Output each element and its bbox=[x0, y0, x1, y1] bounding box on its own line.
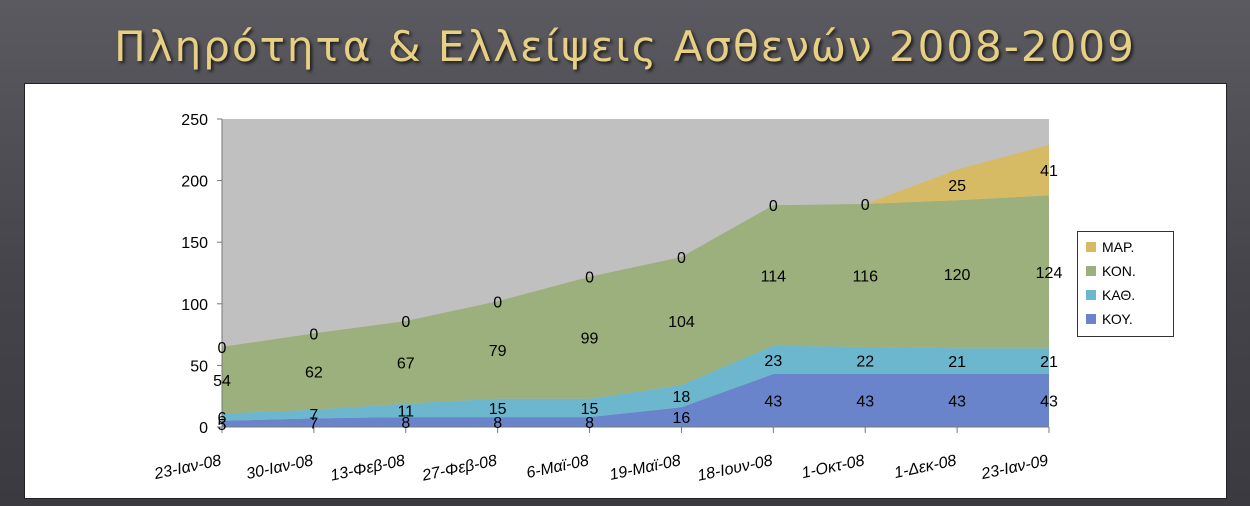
chart-legend: ΜΑΡ. ΚΟΝ. ΚΑΘ. ΚΟΥ. bbox=[1077, 231, 1174, 337]
y-tick-label: 100 bbox=[181, 297, 208, 314]
data-label: 62 bbox=[305, 365, 323, 382]
data-label: 11 bbox=[397, 403, 414, 420]
data-label: 41 bbox=[1040, 163, 1058, 180]
data-label: 8 bbox=[401, 415, 410, 432]
data-label: 5 bbox=[218, 417, 227, 434]
data-label: 99 bbox=[581, 331, 599, 348]
data-label: 104 bbox=[668, 314, 695, 331]
data-label: 7 bbox=[309, 416, 318, 433]
legend-item-kath: ΚΑΘ. bbox=[1086, 286, 1135, 304]
legend-swatch-kath bbox=[1086, 290, 1096, 300]
y-tick-label: 0 bbox=[199, 420, 208, 437]
legend-item-mar: ΜΑΡ. bbox=[1086, 238, 1134, 256]
data-label: 25 bbox=[948, 178, 966, 195]
legend-item-kon: ΚΟΝ. bbox=[1086, 262, 1136, 280]
x-tick-label: 6-Μαϊ-08 bbox=[525, 452, 591, 482]
legend-label-mar: ΜΑΡ. bbox=[1102, 239, 1135, 255]
chart-container: 0 50 100 150 200 250 23-Ιαν-08 30-Ιαν-08 13-Φεβ-… bbox=[24, 83, 1227, 499]
data-label: 43 bbox=[856, 394, 874, 411]
y-tick-label: 150 bbox=[181, 235, 208, 252]
x-tick-label: 18-Ιουν-08 bbox=[696, 452, 774, 485]
data-label: 21 bbox=[948, 354, 966, 371]
data-label: 15 bbox=[581, 401, 599, 418]
x-tick-label: 1-Δεκ-08 bbox=[893, 452, 958, 482]
data-label: 54 bbox=[213, 373, 231, 390]
data-label: 0 bbox=[401, 314, 410, 331]
y-tick-label: 250 bbox=[181, 112, 208, 129]
data-label: 43 bbox=[764, 394, 782, 411]
legend-label-kon: ΚΟΝ. bbox=[1102, 263, 1136, 279]
slide-title: Πληρότητα & Ελλείψεις Ασθενών 2008-2009 bbox=[114, 22, 1136, 71]
data-label: 8 bbox=[585, 415, 594, 432]
data-label: 0 bbox=[769, 198, 778, 215]
x-tick-label: 23-Ιαν-08 bbox=[152, 452, 223, 483]
data-label: 0 bbox=[493, 294, 502, 311]
data-label: 6 bbox=[218, 410, 227, 427]
data-label: 0 bbox=[218, 340, 227, 357]
data-label: 22 bbox=[856, 353, 874, 370]
area-series-0 bbox=[222, 374, 1049, 427]
data-label: 21 bbox=[1040, 354, 1058, 371]
data-label: 0 bbox=[677, 250, 686, 267]
data-label: 0 bbox=[861, 197, 870, 214]
data-label: 0 bbox=[309, 326, 318, 343]
data-label: 43 bbox=[1040, 394, 1058, 411]
data-label: 15 bbox=[489, 401, 507, 418]
legend-label-kou: ΚΟΥ. bbox=[1102, 311, 1133, 327]
data-label: 43 bbox=[948, 394, 966, 411]
data-label: 114 bbox=[761, 268, 787, 285]
x-tick-label: 13-Φεβ-08 bbox=[329, 452, 407, 484]
data-label: 120 bbox=[944, 267, 971, 284]
y-tick-label: 200 bbox=[181, 174, 208, 191]
area-series-1 bbox=[222, 345, 1049, 421]
y-tick-label: 50 bbox=[190, 358, 208, 375]
x-tick-label: 30-Ιαν-08 bbox=[245, 452, 315, 483]
data-label: 8 bbox=[493, 415, 502, 432]
legend-label-kath: ΚΑΘ. bbox=[1102, 287, 1136, 303]
x-tick-label: 1-Οκτ-08 bbox=[800, 452, 866, 482]
x-tick-label: 23-Ιαν-09 bbox=[979, 452, 1050, 483]
data-label: 23 bbox=[764, 353, 782, 370]
legend-swatch-kon bbox=[1086, 266, 1096, 276]
data-label: 79 bbox=[489, 343, 507, 360]
legend-swatch-kou bbox=[1086, 314, 1096, 324]
x-tick-label: 27-Φεβ-08 bbox=[420, 452, 499, 485]
data-label: 67 bbox=[397, 355, 415, 372]
data-label: 124 bbox=[1036, 265, 1063, 282]
data-label: 116 bbox=[852, 268, 878, 285]
x-tick-label: 19-Μαϊ-08 bbox=[608, 452, 682, 484]
data-label: 7 bbox=[309, 407, 318, 424]
area-series-2 bbox=[222, 195, 1049, 414]
data-label: 0 bbox=[585, 270, 594, 287]
legend-item-kou: ΚΟΥ. bbox=[1086, 310, 1133, 328]
legend-swatch-mar bbox=[1086, 242, 1096, 252]
data-label: 16 bbox=[673, 410, 691, 427]
data-label: 18 bbox=[673, 389, 691, 406]
